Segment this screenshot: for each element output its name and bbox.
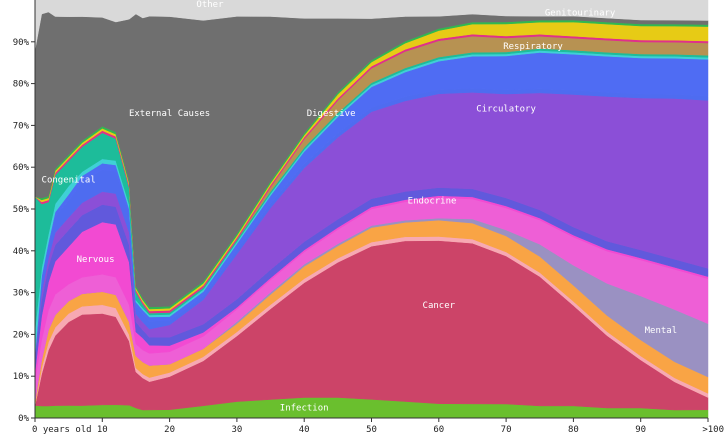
x-tick-label: 70 <box>501 425 512 435</box>
x-tick-label: 80 <box>568 425 579 435</box>
x-tick-label: 30 <box>231 425 242 435</box>
x-tick-label: 0 years old <box>32 425 92 435</box>
x-tick-label: 40 <box>299 425 310 435</box>
area-label-external-causes: External Causes <box>129 109 210 119</box>
y-axis: 0% 10% 20% 30% 40% 50% 60% 70% 80% 90% <box>13 0 36 424</box>
x-tick-label: 90 <box>635 425 646 435</box>
y-tick-label: 80% <box>13 80 30 90</box>
y-tick-label: 40% <box>13 247 30 257</box>
x-tick-label: >100 <box>702 425 724 435</box>
y-tick-label: 0% <box>18 414 29 424</box>
area-label-circulatory: Circulatory <box>476 105 536 115</box>
y-tick-label: 50% <box>13 205 30 215</box>
y-tick-label: 20% <box>13 330 30 340</box>
area-label-congenital: Congenital <box>42 176 96 186</box>
y-tick-label: 60% <box>13 163 30 173</box>
y-tick-label: 10% <box>13 372 30 382</box>
x-tick-label: 50 <box>366 425 377 435</box>
area-label-infection: Infection <box>280 404 329 414</box>
x-tick-label: 60 <box>433 425 444 435</box>
area-label-cancer: Cancer <box>423 301 456 311</box>
y-tick-label: 30% <box>13 289 30 299</box>
area-label-nervous: Nervous <box>77 255 115 265</box>
areas-group <box>34 0 709 419</box>
area-label-digestive: Digestive <box>307 109 356 119</box>
area-other <box>34 0 709 51</box>
area-labels-group: Infection Cancer Mental Endocrine Nervous Cir… <box>42 0 678 413</box>
area-label-respiratory: Respiratory <box>503 42 563 52</box>
area-label-other: Other <box>196 0 224 10</box>
y-tick-label: 70% <box>13 121 30 131</box>
x-tick-label: 10 <box>97 425 108 435</box>
area-label-endocrine: Endocrine <box>408 197 457 207</box>
x-axis: 0 years old 10 20 30 40 50 60 70 80 90 >100 <box>32 417 724 435</box>
y-tick-label: 90% <box>13 38 30 48</box>
area-label-genitourinary: Genitourinary <box>545 9 616 19</box>
x-tick-label: 20 <box>164 425 175 435</box>
area-label-mental: Mental <box>645 326 678 336</box>
